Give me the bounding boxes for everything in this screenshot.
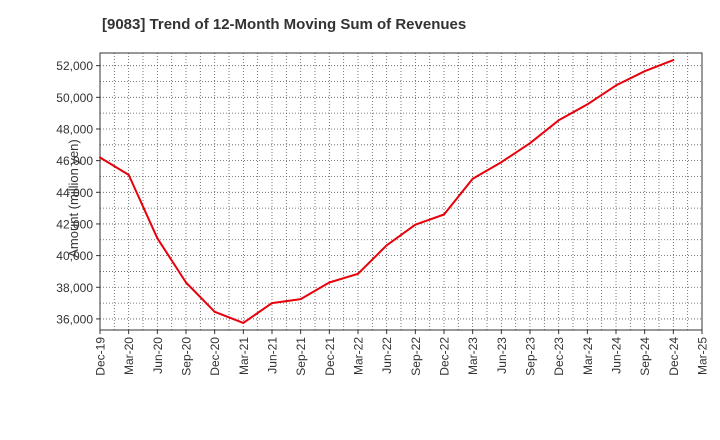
data-point <box>213 310 216 313</box>
x-tick-label: Sep-22 <box>409 337 423 376</box>
data-point <box>271 302 273 305</box>
x-tick-label: Mar-21 <box>237 337 251 375</box>
y-tick-label: 38,000 <box>56 281 93 295</box>
x-tick-label: Mar-22 <box>352 337 366 375</box>
y-tick-label: 36,000 <box>56 312 93 326</box>
x-tick-label: Sep-24 <box>638 337 652 376</box>
data-point <box>443 213 445 216</box>
data-point <box>557 119 560 122</box>
x-tick-label: Mar-23 <box>466 337 480 375</box>
x-tick-label: Jun-22 <box>380 337 394 374</box>
x-tick-label: Dec-21 <box>323 337 337 376</box>
x-tick-label: Dec-24 <box>667 337 681 376</box>
data-point <box>643 70 646 73</box>
data-point <box>672 59 675 62</box>
x-tick-label: Dec-19 <box>94 337 108 376</box>
data-point <box>242 321 245 324</box>
data-point <box>615 84 617 87</box>
x-tick-label: Mar-25 <box>696 337 710 375</box>
y-tick-label: 46,000 <box>56 154 93 168</box>
data-point <box>500 161 503 164</box>
data-point <box>471 177 474 180</box>
x-tick-label: Sep-20 <box>180 337 194 376</box>
data-point <box>357 272 359 275</box>
x-tick-label: Mar-20 <box>122 337 136 375</box>
x-tick-label: Sep-21 <box>294 337 308 376</box>
x-tick-label: Jun-21 <box>266 337 280 374</box>
y-tick-label: 42,000 <box>56 217 93 231</box>
data-point <box>529 142 531 145</box>
data-point <box>156 237 159 240</box>
x-tick-label: Dec-23 <box>552 337 566 376</box>
data-point <box>127 173 130 176</box>
data-point <box>414 223 417 226</box>
y-tick-label: 50,000 <box>56 91 93 105</box>
y-tick-label: 52,000 <box>56 59 93 73</box>
data-point <box>99 156 101 159</box>
data-point <box>385 244 388 247</box>
y-tick-label: 48,000 <box>56 122 93 136</box>
y-tick-label: 40,000 <box>56 249 93 263</box>
plot-border <box>99 52 703 331</box>
x-tick-label: Jun-24 <box>610 337 624 374</box>
data-point <box>299 298 302 301</box>
data-point <box>586 103 589 106</box>
x-tick-label: Dec-22 <box>438 337 452 376</box>
y-tick-label: 44,000 <box>56 186 93 200</box>
x-tick-label: Dec-20 <box>208 337 222 376</box>
x-tick-label: Jun-20 <box>151 337 165 374</box>
chart-title: [9083] Trend of 12-Month Moving Sum of R… <box>102 16 467 33</box>
x-tick-label: Mar-24 <box>581 337 595 375</box>
data-point <box>185 281 187 284</box>
x-tick-label: Jun-23 <box>495 337 509 374</box>
data-point <box>328 281 331 284</box>
x-tick-label: Sep-23 <box>524 337 538 376</box>
